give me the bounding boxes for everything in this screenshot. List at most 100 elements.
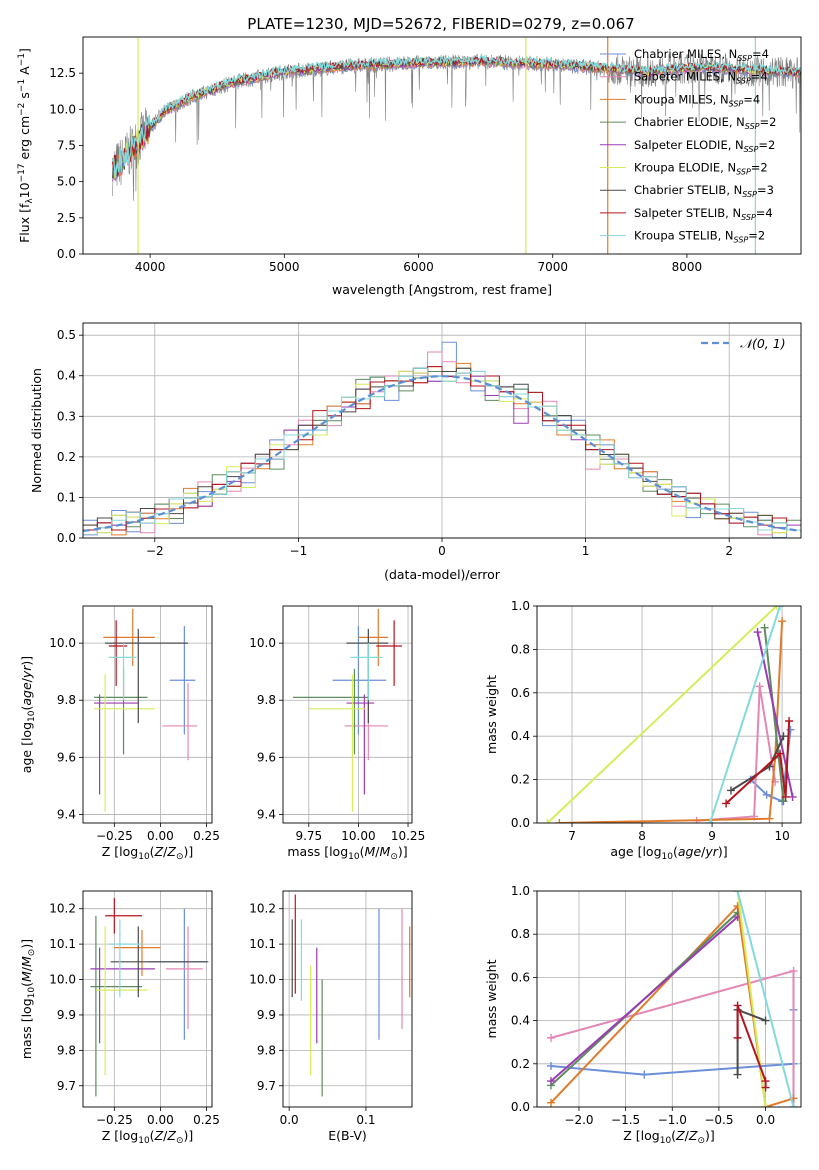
weight-marker <box>543 819 552 823</box>
weight-marker <box>788 792 797 801</box>
y-tick-label: 10.2 <box>249 902 276 916</box>
axes-frame <box>82 322 802 539</box>
x-tick-label: 8000 <box>672 260 703 274</box>
x-tick-label: 0.0 <box>280 1113 299 1127</box>
x-tick-label: 10.00 <box>341 829 375 843</box>
x-tick-label: 7 <box>568 829 576 843</box>
y-axis-label: mass weight <box>484 675 499 754</box>
y-tick-label: 0.8 <box>511 927 530 941</box>
axes-frame <box>536 890 802 1108</box>
y-tick-label: 10.0 <box>249 636 276 650</box>
y-tick-label: 9.4 <box>57 807 76 821</box>
legend: Chabrier MILES, NSSP=4 Salpeter MILES, NS… <box>600 47 776 245</box>
legend-entry-label: Kroupa ELODIE, NSSP=2 <box>634 161 768 177</box>
y-tick-label: 0.4 <box>57 369 76 383</box>
y-tick-label: 0.8 <box>511 642 530 656</box>
y-tick-label: 10.1 <box>249 937 276 951</box>
weight-marker <box>755 682 764 691</box>
y-tick-label: 0.0 <box>57 531 76 545</box>
x-tick-label: 0.00 <box>147 829 174 843</box>
y-axis-label: Flux [fλ10−17 erg cm−2 s−1 A−1] <box>17 48 35 243</box>
y-tick-label: 5.0 <box>57 175 76 189</box>
x-tick-label: −0.25 <box>96 1113 133 1127</box>
weight-marker <box>778 617 787 626</box>
y-tick-label: 0.1 <box>57 490 76 504</box>
plot-area <box>291 894 411 1097</box>
y-axis-label: mass weight <box>484 959 499 1038</box>
x-axis-label: E(B-V) <box>328 1128 367 1143</box>
weight-series-line <box>763 627 785 802</box>
axes-frame <box>82 605 213 824</box>
y-tick-label: 9.9 <box>257 1008 276 1022</box>
axes-frame <box>536 605 802 824</box>
plot-area <box>94 608 198 812</box>
weight-marker <box>760 623 769 632</box>
x-tick-label: −0.5 <box>704 1113 733 1127</box>
weight-marker <box>546 1098 555 1107</box>
x-tick-label: 4000 <box>135 260 166 274</box>
x-tick-label: 0.0 <box>756 1113 775 1127</box>
weight-marker <box>775 749 784 758</box>
plot-area <box>90 898 209 1097</box>
residual-histogram-panel: −2 −1 0 1 2 0.0 0.1 0.2 0.3 0.4 0.5 (data-model)/er… <box>29 322 802 582</box>
weight-marker <box>722 799 731 808</box>
x-tick-label: 10 <box>774 829 789 843</box>
y-tick-label: 0.0 <box>57 247 76 261</box>
y-tick-label: 0.5 <box>57 328 76 342</box>
y-axis-label: Normed distribution <box>29 368 44 493</box>
weight-marker <box>781 792 790 801</box>
weight-marker <box>789 966 798 975</box>
y-tick-label: 9.7 <box>57 1079 76 1093</box>
x-tick-label: 0.00 <box>147 1113 174 1127</box>
mass-weight-vs-metallicity-panel: −2.0 −1.5 −1.0 −0.5 0.0 0.0 0.2 0.4 0.6 0.8 1.0 Z [… <box>484 884 802 1146</box>
legend-entry-label: Kroupa STELIB, NSSP=2 <box>634 229 765 245</box>
axes-frame <box>82 890 213 1108</box>
x-tick-label: 1 <box>582 544 590 558</box>
weight-marker <box>555 819 564 823</box>
weight-series-line <box>709 606 781 823</box>
weight-marker <box>765 814 774 823</box>
y-tick-label: 1.0 <box>511 884 530 898</box>
weight-marker <box>761 1103 770 1107</box>
weight-marker <box>640 1070 649 1079</box>
legend-entry-label: Chabrier STELIB, NSSP=3 <box>634 183 774 199</box>
age-vs-mass-panel: 9.75 10.00 10.25 9.4 9.6 9.8 10.0 mass [log10(M… <box>249 605 425 862</box>
weight-series-line <box>546 606 778 823</box>
weight-marker <box>779 797 788 806</box>
y-tick-label: 10.0 <box>49 973 76 987</box>
weight-marker <box>546 1033 555 1042</box>
y-tick-label: 0.4 <box>511 1014 530 1028</box>
y-tick-label: 9.7 <box>257 1079 276 1093</box>
weight-series-line <box>736 891 795 1107</box>
legend-entry-label: 𝒩(0, 1) <box>740 336 786 351</box>
y-tick-label: 9.6 <box>57 750 76 764</box>
weight-marker <box>761 1016 770 1025</box>
y-tick-label: 0.0 <box>511 816 530 830</box>
x-tick-label: −0.25 <box>96 829 133 843</box>
weight-marker <box>733 1001 742 1010</box>
x-tick-label: −1 <box>290 544 308 558</box>
x-axis-label: Z [log10(Z/Z⊙)] <box>623 1128 715 1146</box>
weight-marker <box>772 606 781 610</box>
y-tick-label: 10.2 <box>49 902 76 916</box>
legend-entry-label: Salpeter STELIB, NSSP=4 <box>634 206 773 222</box>
y-tick-label: 10.0 <box>249 973 276 987</box>
x-tick-label: 9 <box>708 829 716 843</box>
x-axis-label: (data-model)/error <box>384 567 501 582</box>
y-tick-label: 0.0 <box>511 1100 530 1114</box>
weight-series-line <box>725 720 791 805</box>
x-axis-label: wavelength [Angstrom, rest frame] <box>332 282 552 297</box>
plot-area <box>292 608 403 812</box>
model-spectrum-line <box>111 54 801 178</box>
x-tick-label: −2 <box>146 544 164 558</box>
x-tick-label: 2 <box>725 544 733 558</box>
weight-marker <box>761 1083 770 1092</box>
weight-marker <box>733 1033 742 1042</box>
plot-area <box>543 606 797 823</box>
x-tick-label: 0 <box>438 544 446 558</box>
plot-area <box>83 341 801 538</box>
mass-weight-vs-age-panel: 7 8 9 10 0.0 0.2 0.4 0.6 0.8 1.0 age [log10(age/yr… <box>484 599 802 862</box>
y-tick-label: 9.8 <box>257 693 276 707</box>
y-tick-label: 9.8 <box>57 693 76 707</box>
